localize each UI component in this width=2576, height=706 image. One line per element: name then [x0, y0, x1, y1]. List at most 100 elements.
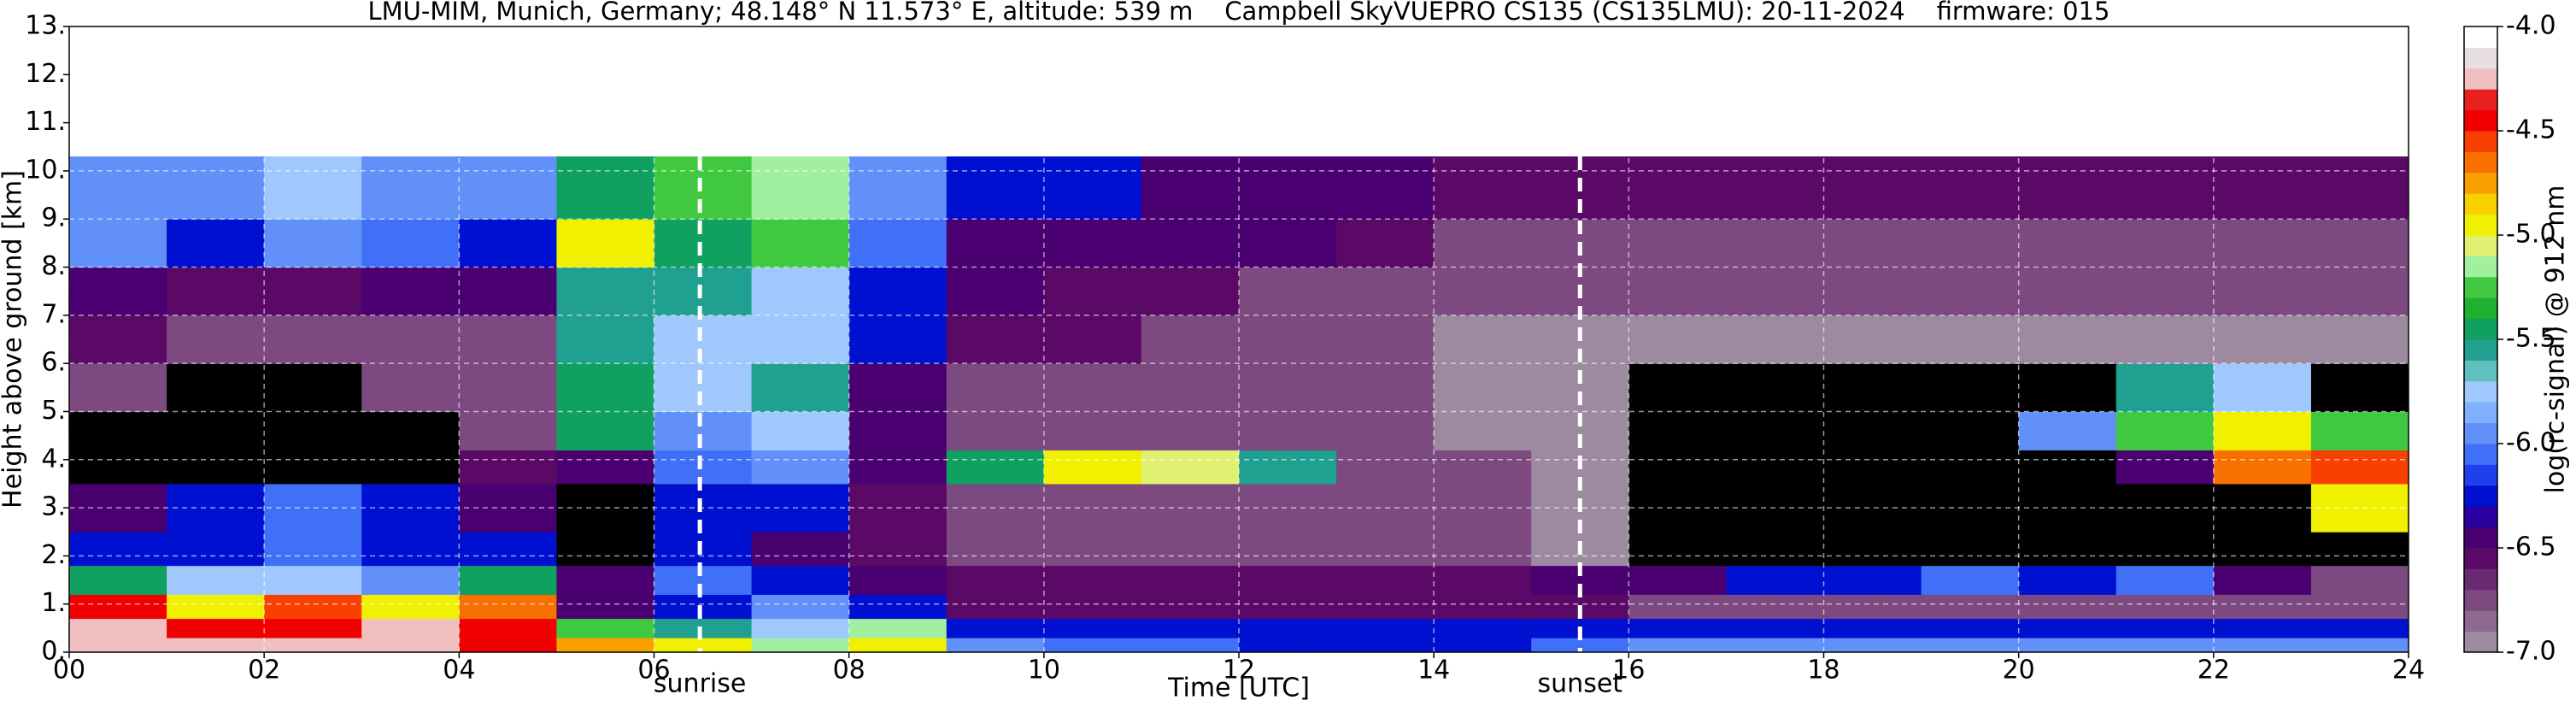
- heatmap-cell: [167, 267, 265, 316]
- no-signal-cell: [2115, 532, 2215, 567]
- heatmap-cell: [556, 156, 654, 220]
- colorbar-segment: [2464, 568, 2497, 591]
- heatmap-cell: [1141, 315, 1240, 364]
- heatmap-cell: [946, 450, 1045, 485]
- colorbar-segment: [2464, 297, 2497, 320]
- colorbar-segment: [2464, 318, 2497, 340]
- heatmap-cell: [1823, 594, 1922, 620]
- colorbar-segment: [2464, 131, 2497, 152]
- heatmap-cell: [1336, 532, 1435, 567]
- heatmap-cell: [361, 156, 460, 220]
- heatmap-cell: [1823, 219, 1922, 268]
- heatmap-cell: [69, 363, 167, 412]
- colorbar-segment: [2464, 109, 2497, 132]
- heatmap-cell: [1434, 267, 1532, 316]
- heatmap-cell: [848, 594, 948, 620]
- colorbar-segment: [2464, 256, 2497, 278]
- heatmap-cell: [1628, 618, 1727, 638]
- heatmap-cell: [751, 267, 850, 316]
- heatmap-cell: [1239, 618, 1337, 638]
- heatmap-cell: [556, 315, 654, 364]
- heatmap-cell: [1043, 532, 1142, 567]
- heatmap-cell: [2018, 267, 2117, 316]
- heatmap-cell: [1239, 267, 1337, 316]
- heatmap-cell: [2213, 363, 2312, 412]
- heatmap-cell: [459, 315, 557, 364]
- heatmap-cell: [654, 565, 753, 595]
- heatmap-cell: [2213, 594, 2312, 620]
- heatmap-cell: [654, 450, 753, 485]
- heatmap-cell: [2115, 315, 2215, 364]
- heatmap-cell: [1043, 315, 1142, 364]
- heatmap-cell: [1043, 156, 1142, 220]
- x-tick-label: 22: [2198, 656, 2230, 685]
- heatmap-cell: [1141, 267, 1240, 316]
- heatmap-cell: [1141, 532, 1240, 567]
- heatmap-cell: [1531, 638, 1629, 653]
- no-signal-cell: [264, 450, 362, 485]
- colorbar-segment: [2464, 402, 2497, 424]
- heatmap-cell: [459, 267, 557, 316]
- heatmap-cell: [2115, 156, 2215, 220]
- heatmap-cell: [1141, 638, 1240, 653]
- heatmap-cell: [1141, 411, 1240, 451]
- heatmap-cell: [459, 156, 557, 220]
- heatmap-cell: [2018, 638, 2117, 653]
- heatmap-cell: [1628, 638, 1727, 653]
- heatmap-cell: [264, 267, 362, 316]
- heatmap-cell: [1921, 594, 2020, 620]
- heatmap-cell: [2115, 638, 2215, 653]
- x-tick-label: 20: [2003, 656, 2035, 685]
- heatmap-cell: [848, 156, 948, 220]
- heatmap-cell: [1921, 219, 2020, 268]
- no-signal-cell: [167, 450, 265, 485]
- no-signal-cell: [1921, 363, 2020, 412]
- no-signal-cell: [1823, 450, 1922, 485]
- no-signal-cell: [167, 411, 265, 451]
- heatmap-cell: [2018, 618, 2117, 638]
- heatmap-cell: [1141, 219, 1240, 268]
- colorbar-tick-label: -5.5: [2506, 324, 2556, 354]
- heatmap-cell: [2310, 618, 2409, 638]
- heatmap-cell: [848, 638, 948, 653]
- heatmap-cell: [946, 156, 1045, 220]
- heatmap-cell: [654, 532, 753, 567]
- x-tick-label: 24: [2392, 656, 2425, 685]
- heatmap-cell: [2310, 565, 2409, 595]
- heatmap-cell: [1628, 594, 1727, 620]
- x-tick-label: 06: [637, 656, 670, 685]
- colorbar-segment: [2464, 235, 2497, 256]
- heatmap-cell: [167, 532, 265, 567]
- heatmap-cell: [2018, 219, 2117, 268]
- no-signal-cell: [1823, 411, 1922, 451]
- heatmap-cell: [459, 565, 557, 595]
- heatmap-cell: [1434, 156, 1532, 220]
- heatmap-cell: [2018, 411, 2117, 451]
- y-tick-label: 12.: [25, 59, 66, 89]
- heatmap-cell: [1434, 411, 1532, 451]
- heatmap-cell: [2115, 411, 2215, 451]
- heatmap-cell: [264, 638, 362, 653]
- heatmap-cell: [1239, 315, 1337, 364]
- heatmap-cell: [1239, 363, 1337, 412]
- heatmap-cell: [2115, 219, 2215, 268]
- heatmap-cell: [2115, 618, 2215, 638]
- no-signal-cell: [1726, 363, 1824, 412]
- heatmap-cell: [1336, 156, 1435, 220]
- heatmap-cell: [556, 450, 654, 485]
- heatmap-cell: [69, 219, 167, 268]
- heatmap-cell: [2310, 315, 2409, 364]
- heatmap-cell: [1726, 315, 1824, 364]
- heatmap-cell: [1141, 565, 1240, 595]
- x-tick-label: 16: [1612, 656, 1645, 685]
- no-signal-cell: [556, 532, 654, 567]
- colorbar-label: log(rc-signal) @ 912 nm: [2541, 185, 2571, 494]
- colorbar-segment: [2464, 214, 2497, 236]
- heatmap-cell: [751, 411, 850, 451]
- heatmap-cell: [167, 618, 265, 638]
- no-signal-cell: [2213, 532, 2312, 567]
- no-signal-cell: [2310, 363, 2409, 412]
- heatmap-cell: [361, 532, 460, 567]
- no-signal-cell: [361, 411, 460, 451]
- no-signal-cell: [1628, 411, 1727, 451]
